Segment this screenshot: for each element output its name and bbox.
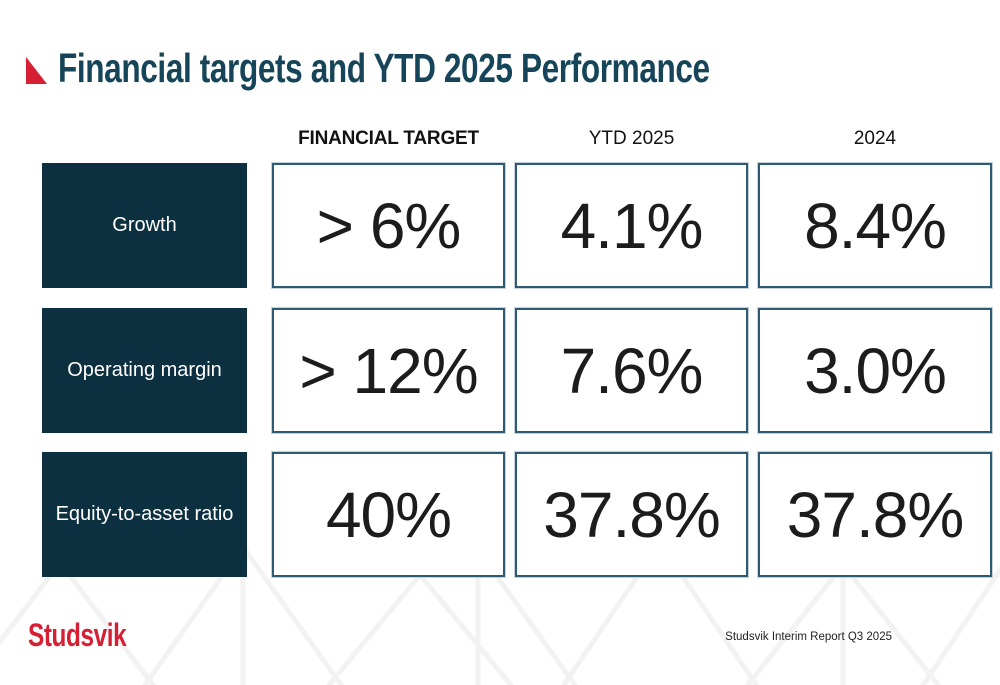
page-title: Financial targets and YTD 2025 Performan…	[58, 45, 710, 91]
value-cell-equity-ratio-target: 40%	[272, 452, 505, 577]
column-header-2024: 2024	[853, 128, 897, 149]
column-header-ytd-2025: YTD 2025	[588, 128, 675, 149]
title-row: Financial targets and YTD 2025 Performan…	[26, 48, 904, 89]
footer-note: Studsvik Interim Report Q3 2025	[725, 631, 892, 643]
value-cell-growth-2024: 8.4%	[758, 163, 992, 288]
value-cell-operating-margin-target: > 12%	[272, 308, 505, 433]
value-cell-operating-margin-2024: 3.0%	[758, 308, 992, 433]
value-cell-growth-target: > 6%	[272, 163, 505, 288]
value-cell-operating-margin-ytd-2025: 7.6%	[515, 308, 748, 433]
column-header-financial-target: FINANCIAL TARGET	[298, 128, 479, 149]
row-label-operating-margin: Operating margin	[42, 308, 247, 433]
value-cell-equity-ratio-ytd-2025: 37.8%	[515, 452, 748, 577]
red-corner-triangle-icon	[26, 57, 47, 84]
financial-targets-table: FINANCIAL TARGET YTD 2025 2024 Growth > …	[42, 125, 994, 585]
value-cell-equity-ratio-2024: 37.8%	[758, 452, 992, 577]
value-cell-growth-ytd-2025: 4.1%	[515, 163, 748, 288]
row-label-growth: Growth	[42, 163, 247, 288]
studsvik-logo: Studsvik	[28, 617, 127, 653]
row-label-equity-to-asset-ratio: Equity-to-asset ratio	[42, 452, 247, 577]
